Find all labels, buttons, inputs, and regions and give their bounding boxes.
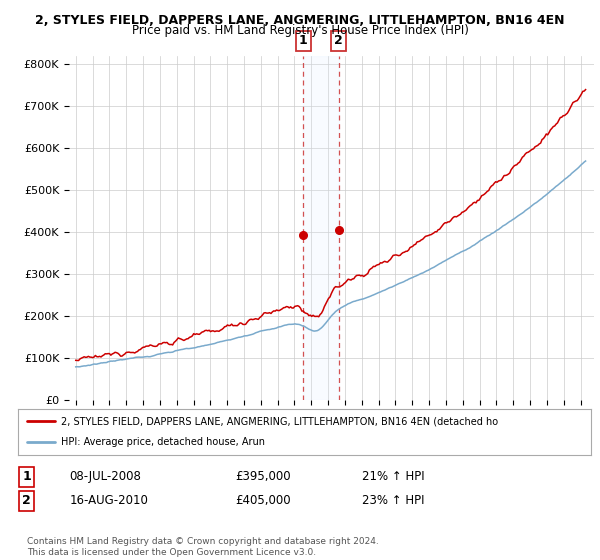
Text: 2, STYLES FIELD, DAPPERS LANE, ANGMERING, LITTLEHAMPTON, BN16 4EN (detached ho: 2, STYLES FIELD, DAPPERS LANE, ANGMERING… (61, 416, 498, 426)
Text: 16-AUG-2010: 16-AUG-2010 (70, 494, 148, 507)
Text: 2: 2 (334, 34, 343, 48)
Text: 08-JUL-2008: 08-JUL-2008 (70, 470, 142, 483)
Text: £395,000: £395,000 (236, 470, 292, 483)
Text: 1: 1 (299, 34, 308, 48)
Text: £405,000: £405,000 (236, 494, 292, 507)
Text: HPI: Average price, detached house, Arun: HPI: Average price, detached house, Arun (61, 437, 265, 447)
Text: 2, STYLES FIELD, DAPPERS LANE, ANGMERING, LITTLEHAMPTON, BN16 4EN: 2, STYLES FIELD, DAPPERS LANE, ANGMERING… (35, 14, 565, 27)
Text: 23% ↑ HPI: 23% ↑ HPI (362, 494, 424, 507)
Text: 21% ↑ HPI: 21% ↑ HPI (362, 470, 424, 483)
Text: 1: 1 (22, 470, 31, 483)
Text: Price paid vs. HM Land Registry's House Price Index (HPI): Price paid vs. HM Land Registry's House … (131, 24, 469, 37)
Bar (303, 56, 339, 400)
Text: Contains HM Land Registry data © Crown copyright and database right 2024.
This d: Contains HM Land Registry data © Crown c… (26, 538, 379, 557)
Text: 2: 2 (22, 494, 31, 507)
